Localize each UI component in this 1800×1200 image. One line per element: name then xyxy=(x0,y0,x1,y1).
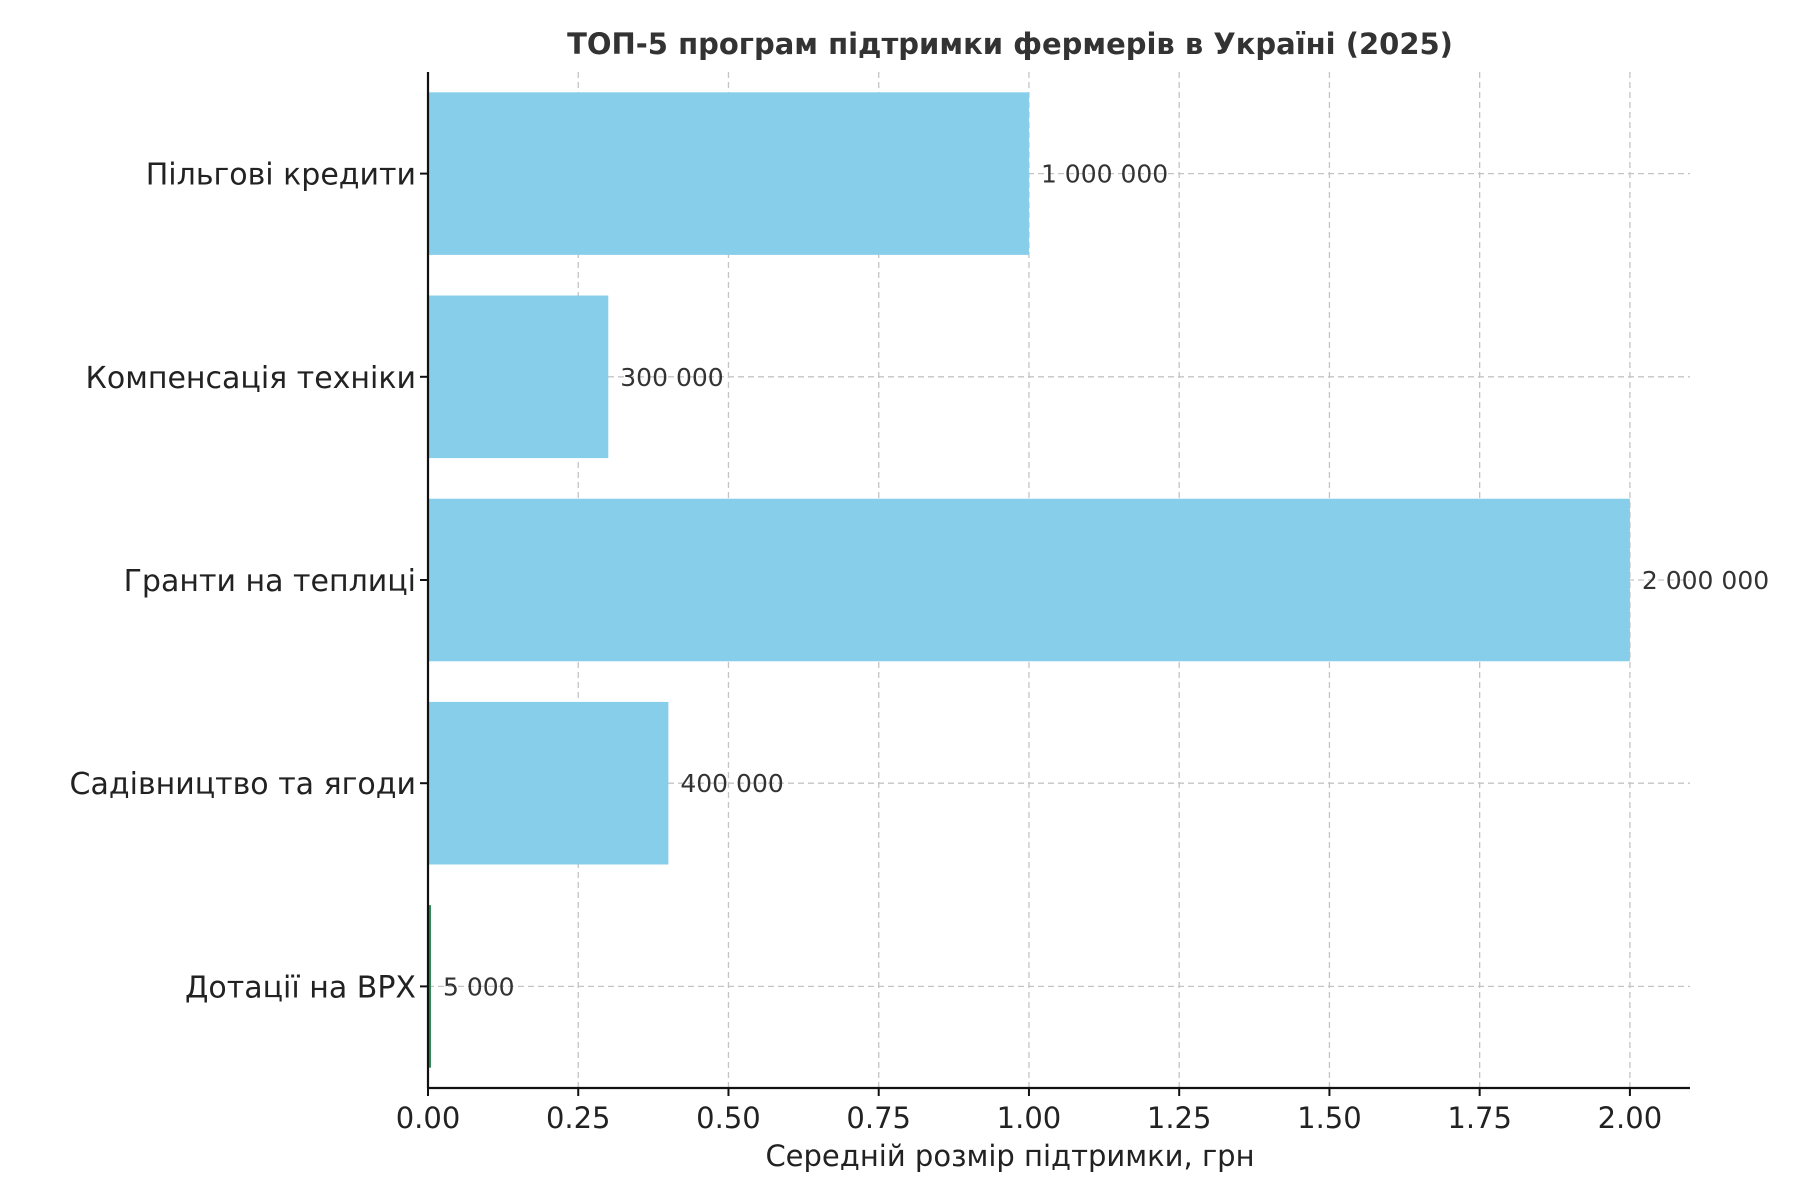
x-axis-label: Середній розмір підтримки, грн xyxy=(765,1139,1254,1173)
x-tick-label: 2.00 xyxy=(1598,1101,1663,1135)
value-label-layer: 1 000 000 300 000 2 000 000 400 000 5 000 xyxy=(443,160,1769,1002)
category-label: Гранти на теплиці xyxy=(124,564,416,599)
axis-layer: 0.00 0.25 0.50 0.75 1.00 1.25 1.50 1.75 2.00 Піль… xyxy=(70,72,1690,1135)
bar-layer xyxy=(428,92,1630,1068)
category-label: Компенсація техніки xyxy=(86,361,416,396)
bar xyxy=(428,905,432,1068)
x-tick-label: 0.50 xyxy=(696,1101,761,1135)
x-tick-label: 1.25 xyxy=(1147,1101,1212,1135)
value-label: 1 000 000 xyxy=(1041,160,1168,189)
x-tick-label: 0.75 xyxy=(846,1101,911,1135)
x-tick-label: 1.75 xyxy=(1447,1101,1512,1135)
x-tick-label: 0.25 xyxy=(546,1101,611,1135)
category-label: Пільгові кредити xyxy=(146,158,416,193)
chart-title: ТОП-5 програм підтримки фермерів в Украї… xyxy=(567,27,1453,61)
x-tick-label: 1.00 xyxy=(997,1101,1062,1135)
bar xyxy=(428,92,1029,255)
value-label: 300 000 xyxy=(620,363,723,392)
value-label: 400 000 xyxy=(680,769,783,798)
bar xyxy=(428,295,609,459)
bar xyxy=(428,701,669,865)
bar xyxy=(428,498,1630,662)
category-label: Садівництво та ягоди xyxy=(70,767,416,802)
value-label: 2 000 000 xyxy=(1642,566,1769,595)
x-tick-label: 0.00 xyxy=(396,1101,461,1135)
category-label: Дотації на ВРХ xyxy=(185,970,416,1005)
x-tick-label: 1.50 xyxy=(1297,1101,1362,1135)
value-label: 5 000 xyxy=(443,972,515,1001)
